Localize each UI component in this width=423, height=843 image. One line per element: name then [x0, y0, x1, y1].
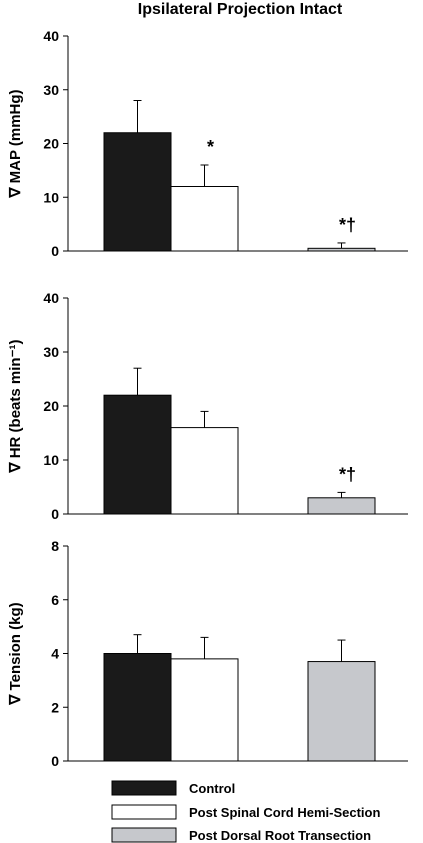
bar: [103, 132, 172, 252]
chart-title: Ipsilateral Projection Intact: [138, 1, 343, 18]
bar: [103, 653, 172, 762]
y-tick-label: 0: [51, 243, 59, 259]
y-tick-label: 0: [51, 506, 59, 522]
significance-marker: *†: [339, 464, 356, 484]
y-tick-label: 6: [51, 592, 59, 608]
panel-2: 0 10 20 30 40 ∇ HR (beats min⁻¹) *†: [7, 290, 408, 522]
legend-label: Control: [189, 781, 235, 796]
y-tick-label: 40: [43, 290, 59, 306]
y-tick-label: 10: [43, 452, 59, 468]
legend-item: Post Dorsal Root Transection: [111, 827, 371, 843]
bar: [170, 186, 239, 252]
y-tick-label: 8: [51, 538, 59, 554]
panel-1: 0 10 20 30 40 ∇ MAP (mmHg) * *†: [7, 28, 408, 259]
legend-item: Control: [111, 780, 235, 796]
y-tick-label: 40: [43, 28, 59, 44]
y-axis-label: ∇ Tension (kg): [7, 602, 24, 705]
legend-swatch: [111, 804, 177, 820]
y-axis-label: ∇ MAP (mmHg): [7, 89, 24, 198]
y-tick-label: 10: [43, 189, 59, 205]
bar: [307, 661, 376, 762]
legend-swatch: [111, 780, 177, 796]
bar: [170, 658, 239, 762]
y-tick-label: 2: [51, 699, 59, 715]
significance-marker: *†: [339, 215, 356, 235]
significance-marker: *: [207, 137, 214, 157]
legend-label: Post Dorsal Root Transection: [189, 828, 371, 843]
legend-label: Post Spinal Cord Hemi-Section: [189, 805, 380, 820]
panel-3: 0 2 4 6 8 ∇ Tension (kg): [7, 538, 408, 769]
y-tick-label: 30: [43, 82, 59, 98]
y-tick-label: 30: [43, 344, 59, 360]
legend: Control Post Spinal Cord Hemi-Section Post…: [111, 780, 380, 843]
bar: [307, 247, 376, 252]
legend-swatch: [111, 827, 177, 843]
y-tick-label: 20: [43, 398, 59, 414]
y-tick-label: 20: [43, 136, 59, 152]
legend-item: Post Spinal Cord Hemi-Section: [111, 804, 380, 820]
y-tick-label: 4: [51, 646, 59, 662]
bar: [103, 394, 172, 515]
bar: [307, 497, 376, 515]
bar: [170, 427, 239, 515]
y-tick-label: 0: [51, 753, 59, 769]
y-axis-label: ∇ HR (beats min⁻¹): [7, 340, 24, 474]
